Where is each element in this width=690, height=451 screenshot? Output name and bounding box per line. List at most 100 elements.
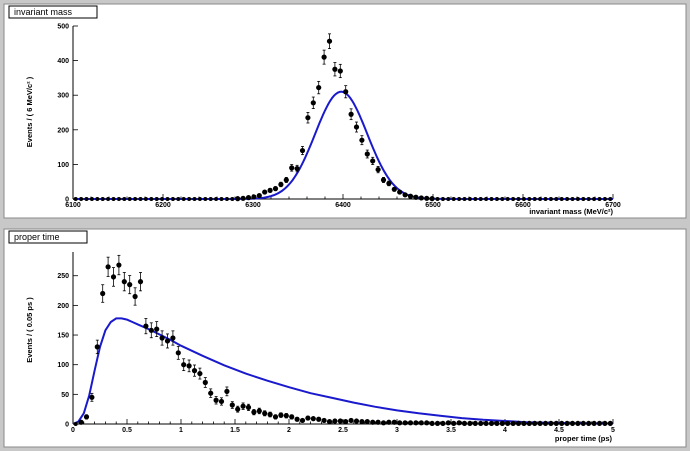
data-point (133, 197, 138, 201)
x-tick-label: 6600 (515, 202, 531, 209)
x-tick-label: 4.5 (554, 427, 564, 434)
data-point (602, 420, 608, 427)
data-point (348, 111, 354, 117)
y-tick-label: 0 (65, 197, 69, 204)
data-point (79, 197, 84, 201)
x-tick-label: 3.5 (446, 427, 456, 434)
data-point (511, 197, 516, 201)
data-point (543, 197, 548, 201)
data-point (434, 420, 441, 427)
data-point (110, 274, 117, 280)
data-point (597, 197, 602, 201)
data-point (84, 197, 89, 201)
data-point (456, 420, 462, 426)
data-point (413, 420, 419, 426)
data-point (267, 411, 273, 418)
data-point (127, 197, 132, 201)
data-point (299, 417, 306, 424)
data-point (89, 394, 95, 400)
data-point (542, 420, 549, 427)
data-point (272, 186, 279, 192)
data-point (191, 368, 198, 374)
data-point (289, 414, 295, 420)
data-point (592, 197, 597, 201)
data-point (483, 420, 489, 427)
data-point (343, 419, 349, 425)
data-point (596, 420, 603, 427)
data-point (386, 180, 392, 187)
data-point (299, 147, 306, 154)
data-point (310, 100, 316, 106)
title-box (8, 5, 98, 19)
x-tick-label: 6400 (335, 202, 351, 209)
data-point (375, 166, 381, 173)
data-point (548, 420, 554, 427)
data-point (397, 420, 403, 426)
data-point (187, 197, 192, 201)
data-point (106, 197, 111, 201)
x-tick-label: 2 (287, 427, 291, 434)
data-point (267, 187, 273, 193)
data-point (521, 197, 526, 201)
data-point (321, 417, 327, 424)
data-point (548, 197, 553, 201)
data-point (451, 197, 456, 201)
data-point (554, 197, 559, 201)
data-point (359, 419, 365, 425)
x-tick-label: 6300 (245, 202, 261, 209)
data-point (500, 197, 505, 201)
y-axis-title: Events / ( 0.05 ps ) (25, 297, 34, 363)
data-point (181, 362, 187, 368)
fit-curve (72, 317, 614, 425)
x-tick-label: 0 (71, 427, 75, 434)
data-point (353, 418, 360, 424)
data-point (402, 192, 408, 198)
data-point (457, 197, 462, 201)
data-point (100, 290, 106, 297)
x-tick-label: 3 (395, 427, 399, 434)
data-point (218, 398, 225, 405)
data-point (100, 197, 105, 201)
data-point (445, 420, 451, 426)
data-point (89, 197, 94, 201)
data-point (429, 420, 435, 427)
data-point (537, 420, 543, 427)
data-point (224, 197, 229, 201)
x-axis-title: proper time (ps) (555, 434, 613, 443)
data-point (219, 197, 224, 201)
y-tick-label: 300 (57, 93, 69, 100)
data-point (343, 89, 349, 95)
data-point (138, 197, 143, 201)
data-point (565, 197, 570, 201)
data-point (94, 344, 100, 350)
data-point (235, 196, 241, 202)
data-point (208, 390, 214, 396)
x-tick-label: 6700 (605, 202, 621, 209)
y-tick-label: 100 (57, 362, 69, 369)
data-point (337, 68, 343, 74)
y-tick-label: 150 (57, 333, 69, 340)
data-point (575, 197, 580, 201)
data-point (472, 420, 478, 427)
data-point (235, 406, 241, 412)
data-point (375, 419, 381, 425)
data-point (564, 420, 570, 427)
x-tick-label: 2.5 (338, 427, 348, 434)
data-point (121, 279, 127, 285)
data-point (208, 197, 213, 201)
data-point (283, 413, 289, 419)
plot-area-invariant-mass: 6100 6200 6300 6400 6500 6600 6700 0 100 200 300 40… (57, 24, 621, 210)
data-point (127, 282, 133, 288)
x-tick-label: 5 (611, 427, 615, 434)
data-point (446, 197, 451, 201)
x-tick-label: 6200 (155, 202, 171, 209)
data-point (538, 197, 543, 201)
data-point (73, 422, 78, 426)
x-tick-label: 0.5 (122, 427, 132, 434)
data-point (95, 197, 100, 201)
data-point (337, 418, 343, 424)
title-box (8, 230, 88, 244)
data-point (310, 416, 316, 422)
